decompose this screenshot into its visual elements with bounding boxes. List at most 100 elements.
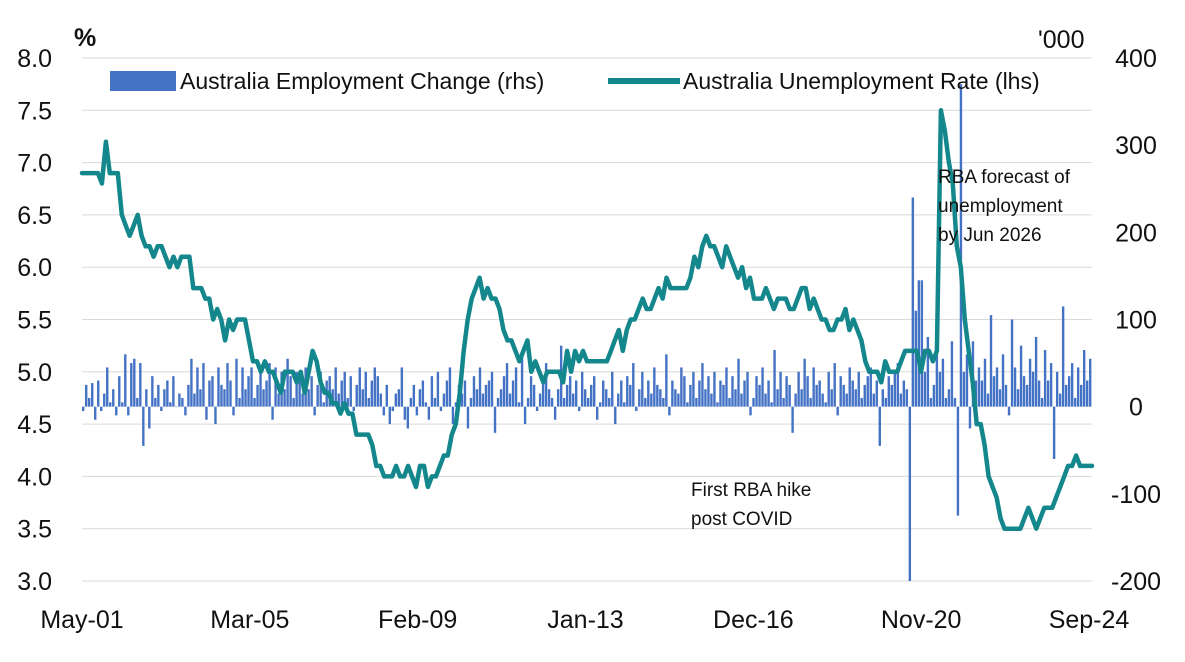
employment-change-bar — [97, 380, 100, 407]
employment-change-bar — [983, 358, 987, 407]
employment-change-bar — [770, 402, 773, 407]
employment-change-bar — [139, 363, 142, 407]
employment-change-bar — [806, 376, 809, 407]
annotation-rba-forecast: RBA forecast of unemployment by Jun 2026 — [938, 167, 1071, 246]
employment-change-bar — [929, 397, 933, 407]
employment-change-bar — [190, 358, 193, 407]
employment-change-bar — [887, 376, 890, 407]
employment-change-bar — [629, 384, 632, 407]
employment-change-bar — [827, 371, 830, 407]
employment-change-bar — [1052, 406, 1056, 459]
employment-change-bar — [785, 376, 788, 407]
employment-change-bar — [109, 402, 112, 407]
employment-change-bar — [824, 402, 827, 407]
employment-change-bar — [187, 384, 190, 407]
employment-change-bar — [617, 393, 620, 407]
legend-swatch-employment-change — [110, 71, 176, 91]
employment-change-bar — [211, 376, 214, 407]
employment-change-bar — [442, 393, 446, 407]
employment-change-bar — [962, 371, 966, 407]
employment-change-bar — [758, 384, 761, 407]
employment-change-bar — [680, 367, 683, 407]
employment-change-bar — [701, 363, 704, 407]
employment-change-bar — [562, 397, 566, 407]
employment-change-bar — [671, 380, 674, 407]
employment-change-bar — [256, 384, 259, 407]
employment-change-bar — [725, 367, 728, 407]
employment-change-bar — [713, 371, 716, 407]
employment-change-bar — [1034, 336, 1038, 407]
employment-change-bar — [292, 397, 295, 407]
employment-change-bar — [773, 350, 776, 407]
employment-change-bar — [917, 280, 921, 407]
employment-change-bar — [884, 397, 887, 407]
x-tick-label: Jan-13 — [547, 606, 623, 634]
employment-change-bar — [953, 397, 957, 407]
right-tick-label: 400 — [1115, 45, 1157, 73]
employment-change-bar — [424, 402, 428, 407]
employment-change-bar — [1040, 397, 1044, 407]
employment-change-bar — [869, 367, 872, 407]
left-tick-label: 3.0 — [17, 568, 52, 596]
employment-change-bar — [1070, 363, 1074, 407]
employment-change-bar — [514, 367, 518, 407]
employment-change-bar — [842, 384, 845, 407]
employment-change-bar — [638, 389, 641, 407]
employment-change-bar — [947, 389, 951, 407]
employment-change-bar — [163, 389, 166, 407]
employment-change-bar — [118, 376, 121, 407]
employment-change-bar — [647, 380, 650, 407]
employment-change-bar — [355, 384, 358, 407]
employment-change-bar — [346, 397, 349, 407]
employment-change-bar — [914, 310, 918, 407]
employment-change-bar — [800, 389, 803, 407]
employment-change-bar — [854, 389, 857, 407]
employment-change-bar — [385, 384, 388, 407]
employment-change-bar — [977, 367, 981, 407]
left-tick-label: 8.0 — [17, 45, 52, 73]
employment-change-bar — [343, 371, 346, 407]
employment-change-bar — [244, 389, 247, 407]
employment-change-bar — [875, 380, 878, 407]
employment-change-bar — [82, 406, 85, 412]
employment-change-bar — [511, 380, 515, 407]
employment-change-bar — [541, 380, 545, 407]
employment-change-bar — [106, 367, 109, 407]
employment-change-bar — [890, 384, 893, 407]
employment-change-bar — [283, 389, 286, 407]
employment-change-bar — [677, 393, 680, 407]
employment-change-bar — [941, 358, 945, 407]
employment-change-bar — [94, 406, 97, 420]
employment-change-bar — [809, 397, 812, 407]
employment-change-bar — [839, 376, 842, 407]
employment-change-bar — [620, 380, 623, 407]
employment-change-bar — [418, 389, 422, 407]
employment-change-bar — [289, 376, 292, 407]
employment-change-bar — [1079, 384, 1083, 407]
employment-change-bar — [160, 406, 163, 412]
employment-change-bar — [295, 371, 298, 407]
employment-change-bar — [247, 376, 250, 407]
employment-change-bar — [274, 367, 277, 407]
right-tick-label: 0 — [1129, 394, 1143, 422]
left-tick-label: 4.0 — [17, 463, 52, 491]
employment-change-bar — [614, 406, 617, 425]
employment-change-bar — [602, 380, 605, 407]
employment-change-bar — [241, 367, 244, 407]
employment-change-bar — [364, 371, 367, 407]
employment-change-bar — [752, 397, 755, 407]
employment-change-bar — [815, 384, 818, 407]
employment-change-bar — [298, 380, 301, 407]
employment-change-bar — [502, 376, 506, 407]
employment-change-bar — [878, 406, 881, 446]
employment-change-bar — [472, 376, 476, 407]
left-axis-ticks: 8.0 7.5 7.0 6.5 6.0 5.5 5.0 4.5 4.0 3.5 3.0 — [17, 45, 52, 596]
employment-change-bar — [641, 371, 644, 407]
employment-change-bar — [1046, 380, 1050, 407]
employment-change-bar — [683, 376, 686, 407]
employment-change-bar — [169, 402, 172, 407]
employment-change-bar — [556, 389, 560, 407]
employment-change-bar — [704, 389, 707, 407]
employment-change-bar — [307, 389, 310, 407]
